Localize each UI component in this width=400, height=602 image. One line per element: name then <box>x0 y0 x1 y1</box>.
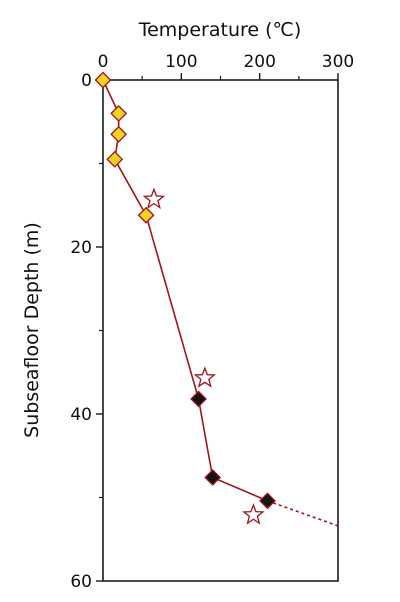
x-axis-ticks: 0 100 200 300 <box>98 52 354 80</box>
diamond-marker-black <box>259 492 276 510</box>
diamond-marker-black <box>204 469 222 486</box>
y-tick-label: 20 <box>70 238 92 258</box>
y-axis-title: Subseafloor Depth (m) <box>21 222 43 438</box>
profile-extrapolation-line <box>267 500 339 527</box>
x-tick-label: 200 <box>243 52 275 72</box>
star-marker <box>193 366 217 388</box>
diamond-marker-yellow <box>110 104 128 122</box>
diamond-marker-yellow <box>94 71 112 89</box>
star-marker <box>142 187 166 210</box>
plot-frame <box>102 79 339 582</box>
x-axis-title: Temperature (℃) <box>138 19 302 41</box>
x-tick-label: 300 <box>322 52 354 72</box>
x-tick-label: 0 <box>98 52 109 72</box>
profile-line <box>102 79 268 502</box>
x-tick-label: 100 <box>165 52 197 72</box>
y-tick-label: 60 <box>70 572 92 592</box>
diamond-marker-black <box>190 390 207 408</box>
star-marker <box>242 503 265 525</box>
y-tick-label: 40 <box>70 405 92 425</box>
y-tick-label: 0 <box>81 71 92 91</box>
y-axis-ticks: 0 20 40 60 <box>70 71 103 592</box>
diamond-marker-yellow <box>110 125 128 143</box>
diamond-marker-yellow <box>137 206 155 224</box>
diamond-marker-yellow <box>106 150 124 168</box>
data-layer <box>94 71 339 527</box>
